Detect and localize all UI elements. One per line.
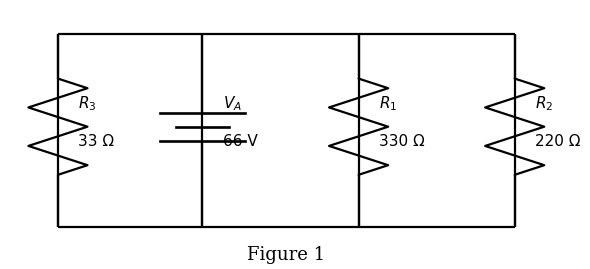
Text: $R_3$: $R_3$: [78, 94, 97, 113]
Text: 66 V: 66 V: [223, 134, 257, 149]
Text: $R_1$: $R_1$: [379, 94, 397, 113]
Text: 33 Ω: 33 Ω: [78, 134, 114, 149]
Text: $V_A$: $V_A$: [223, 94, 242, 113]
Text: 330 Ω: 330 Ω: [379, 134, 425, 149]
Text: 220 Ω: 220 Ω: [535, 134, 581, 149]
Text: Figure 1: Figure 1: [247, 246, 326, 264]
Text: $R_2$: $R_2$: [535, 94, 553, 113]
